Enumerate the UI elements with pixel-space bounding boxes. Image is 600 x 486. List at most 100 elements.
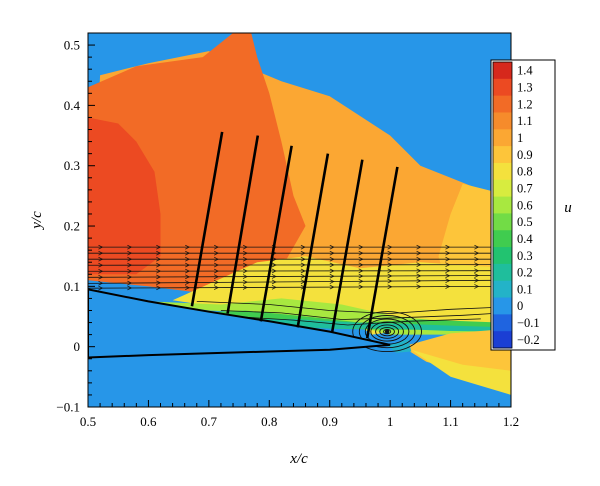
colorbar-swatch [493, 213, 512, 231]
colorbar-swatch [493, 280, 512, 299]
streamline-arrow [127, 244, 133, 250]
velocity-profile-2 [259, 145, 293, 322]
streamline-arrow [445, 284, 451, 289]
airfoil-outline [88, 288, 391, 359]
streamline-3 [88, 264, 493, 266]
streamline-arrow [329, 279, 335, 284]
streamline-arrow [358, 284, 364, 290]
velocity-profile-4 [330, 159, 364, 333]
streamline-arrow [185, 250, 191, 256]
vortex-ring-2 [375, 324, 400, 339]
streamline-arrow [445, 256, 451, 262]
colorbar-level-label: 0.9 [517, 148, 533, 162]
colorbar-swatch [493, 196, 512, 214]
y-tick-label: 0.2 [64, 219, 80, 234]
streamline-arrow [387, 262, 393, 268]
streamline-arrow [242, 279, 248, 285]
colorbar-swatch [493, 297, 512, 315]
streamline-arrow [213, 268, 219, 274]
streamline-arrow [416, 268, 422, 274]
colorbar-level-label: 0.3 [517, 249, 533, 263]
streamline-arrow [98, 268, 104, 274]
y-tick-label: 0.3 [64, 158, 80, 173]
vortex-ring-3 [370, 321, 404, 342]
streamline-arrow [474, 244, 480, 250]
streamline-arrow [156, 280, 162, 286]
streamline-arrow [387, 250, 393, 256]
streamline-arrow [416, 256, 422, 262]
streamline-arrow [358, 268, 364, 274]
colorbar-level-label: 1 [517, 131, 523, 145]
colorbar-swatch [493, 162, 512, 181]
streamline-arrow [329, 273, 335, 279]
streamline-arrow [300, 256, 306, 262]
streamline-arrow [300, 244, 306, 250]
streamline-arrow [300, 268, 306, 274]
streamline-arrow [387, 256, 393, 262]
streamline-arrow [185, 280, 191, 285]
vortex-ring-6 [352, 311, 422, 353]
x-tick-label: 1 [387, 414, 394, 429]
x-tick-label: 0.7 [201, 414, 218, 429]
streamline-arrow [300, 250, 306, 256]
streamline-4 [88, 270, 493, 272]
streamline-arrow [156, 268, 162, 274]
contour-region-9 [402, 328, 511, 374]
streamline-arrow [329, 256, 335, 262]
streamline-arrow [416, 273, 422, 279]
streamline-arrow [156, 285, 162, 291]
near-wall-streamline-1 [220, 310, 493, 320]
airfoil-shape [88, 288, 391, 359]
colorbar-level-label: 1.2 [517, 97, 533, 111]
streamline-arrow [329, 250, 335, 256]
streamline-arrow [358, 278, 364, 284]
velocity-profile-0 [190, 131, 224, 307]
streamline-arrow [329, 244, 335, 250]
streamline-arrow [213, 244, 219, 250]
colorbar-swatch [493, 146, 512, 164]
streamline-arrow [98, 262, 104, 268]
streamline-arrow [127, 256, 133, 262]
colorbar-swatch [493, 247, 512, 265]
x-tick-label: 0.9 [322, 414, 338, 429]
streamline-arrow [213, 280, 219, 285]
streamline-arrow [213, 256, 219, 262]
x-tick-label: 0.8 [261, 414, 277, 429]
colorbar-swatch [493, 331, 512, 349]
streamline-arrow [185, 256, 191, 262]
colorbar-level-label: 0.4 [517, 232, 533, 246]
streamline-arrow [416, 278, 422, 284]
streamline-arrow [300, 274, 306, 279]
contour-region-10 [411, 349, 511, 395]
streamline-arrow [98, 244, 104, 250]
streamline-arrow [156, 274, 162, 280]
vortex-core [384, 329, 390, 334]
velocity-profile-3 [296, 153, 330, 328]
velocity-profile-1 [226, 135, 260, 314]
streamline-arrow [242, 268, 248, 274]
colorbar-level-label: 0.1 [517, 282, 533, 296]
streamline-arrow [242, 262, 248, 268]
streamline-arrow [242, 244, 248, 250]
colorbar-swatch [493, 62, 512, 80]
streamline-arrow [474, 284, 480, 289]
streamline-arrow [329, 262, 335, 268]
y-tick-label: 0.1 [64, 279, 80, 294]
streamline-arrow [271, 262, 277, 268]
streamline-arrow [98, 250, 104, 256]
colorbar-level-label: 0.2 [517, 266, 533, 280]
streamline-arrow [98, 274, 104, 280]
streamline-arrow [358, 244, 364, 250]
streamline-arrow [445, 268, 451, 274]
contour-region-3 [88, 117, 161, 275]
colorbar-level-label: 0.8 [517, 165, 533, 179]
streamline-arrow [156, 256, 162, 262]
streamline-arrow [416, 284, 422, 289]
colorbar-level-label: −0.1 [517, 316, 540, 330]
streamline-arrow [416, 244, 422, 250]
streamline-arrow [156, 250, 162, 256]
colorbar-swatch [493, 129, 512, 147]
streamline-arrow [185, 274, 191, 280]
x-axis-ticks: 0.5 0.6 0.7 0.8 0.9 1 1.1 1.2 [80, 400, 519, 429]
streamline-arrow [329, 284, 335, 290]
